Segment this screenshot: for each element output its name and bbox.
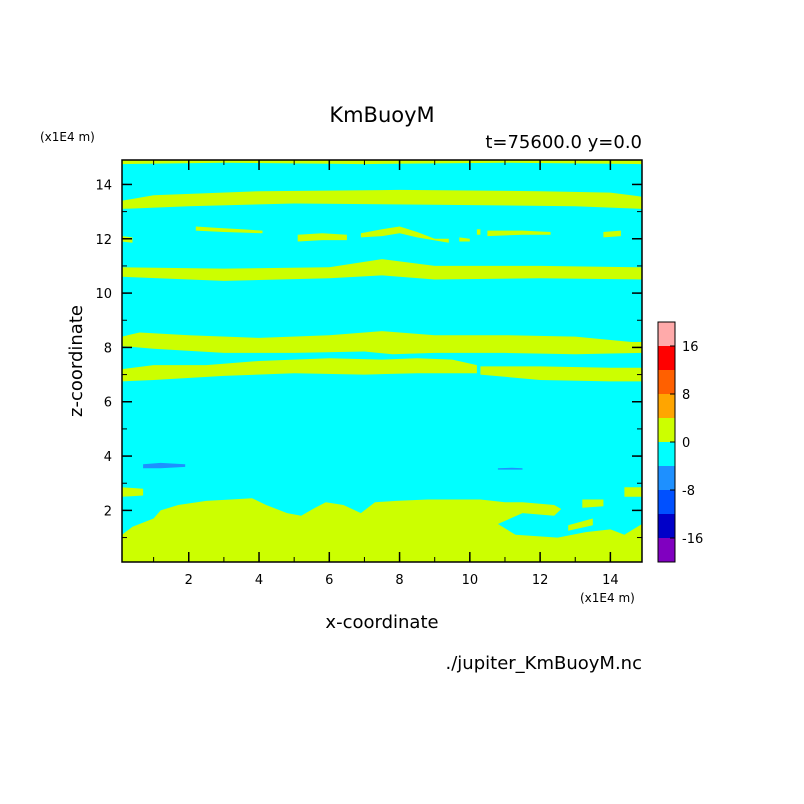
x-tick-label: 6 — [325, 573, 333, 588]
colorbar-swatch — [658, 514, 675, 538]
contour-region-band-z8.3 — [122, 331, 642, 355]
contour-region-patch-z2.8r — [624, 487, 642, 497]
x-tick-label: 4 — [255, 573, 263, 588]
contour-region-band-z12f — [476, 229, 481, 235]
contour-region-band-z7 — [122, 358, 477, 382]
y-tick-label: 8 — [104, 341, 112, 356]
contour-region-band-z12d — [360, 226, 449, 243]
y-tick-label: 2 — [104, 504, 112, 519]
x-tick-label: 12 — [532, 573, 549, 588]
plot-area — [122, 160, 642, 562]
x-tick-label: 2 — [185, 573, 193, 588]
contour-region-band-z12b — [195, 226, 263, 234]
source-filename: ./jupiter_KmBuoyM.nc — [446, 653, 642, 674]
y-tick-label: 6 — [104, 396, 112, 411]
chart-title: KmBuoyM — [329, 103, 434, 127]
colorbar-swatch — [658, 538, 675, 562]
colorbar-swatch — [658, 394, 675, 418]
colorbar-swatch — [658, 418, 675, 442]
colorbar-tick-label: -8 — [682, 484, 695, 499]
colorbar-tick-label: 0 — [682, 436, 690, 451]
colorbar-swatch — [658, 490, 675, 514]
plot-frame — [121, 159, 643, 563]
contour-region-blob-bottom — [122, 498, 642, 562]
contour-region-band-z10.8 — [122, 259, 642, 281]
x-tick-label: 10 — [462, 573, 479, 588]
colorbar-tick-label: -16 — [682, 532, 703, 547]
colorbar-swatch — [658, 466, 675, 490]
colorbar-swatch — [658, 370, 675, 394]
colorbar: 16 8 0 -8 -16 — [657, 321, 703, 563]
x-unit-label: (x1E4 m) — [580, 591, 635, 605]
y-tick-label: 12 — [95, 233, 112, 248]
contour-region-patch-z3.6 — [143, 462, 186, 469]
contour-region-band-z14.9 — [122, 160, 642, 165]
x-tick-label: 14 — [602, 573, 619, 588]
contour-region-patch-z3.5r — [497, 467, 523, 470]
contour-region-band-z12h — [603, 230, 621, 238]
y-tick-label: 10 — [95, 287, 112, 302]
colorbar-tick-label: 16 — [682, 340, 699, 355]
y-tick-label: 4 — [104, 450, 112, 465]
contour-region-patch-z2.9 — [122, 487, 144, 497]
x-axis-label: x-coordinate — [325, 612, 438, 633]
colorbar-swatch — [658, 346, 675, 370]
chart-subtitle: t=75600.0 y=0.0 — [485, 132, 642, 153]
contour-region-band-z13.5 — [122, 189, 642, 209]
x-tick-label: 8 — [395, 573, 403, 588]
colorbar-tick-label: 8 — [682, 388, 690, 403]
contour-region-band-z12g — [487, 230, 551, 237]
contour-region-blob-z2.4 — [582, 499, 604, 508]
axis-ticks: 2 4 6 8 10 12 14 2 4 6 8 10 12 14 — [95, 160, 642, 588]
y-tick-label: 14 — [95, 178, 112, 193]
y-unit-label: (x1E4 m) — [40, 130, 95, 144]
colorbar-swatch — [658, 322, 675, 346]
y-axis-label: z-coordinate — [66, 305, 87, 417]
contour-region-band-z12e — [459, 237, 470, 242]
contour-region-blob-z1.3 — [568, 518, 593, 531]
contour-region-band-z12c — [297, 233, 347, 242]
contour-region-band-z7b — [480, 366, 642, 382]
colorbar-swatch — [658, 442, 675, 466]
